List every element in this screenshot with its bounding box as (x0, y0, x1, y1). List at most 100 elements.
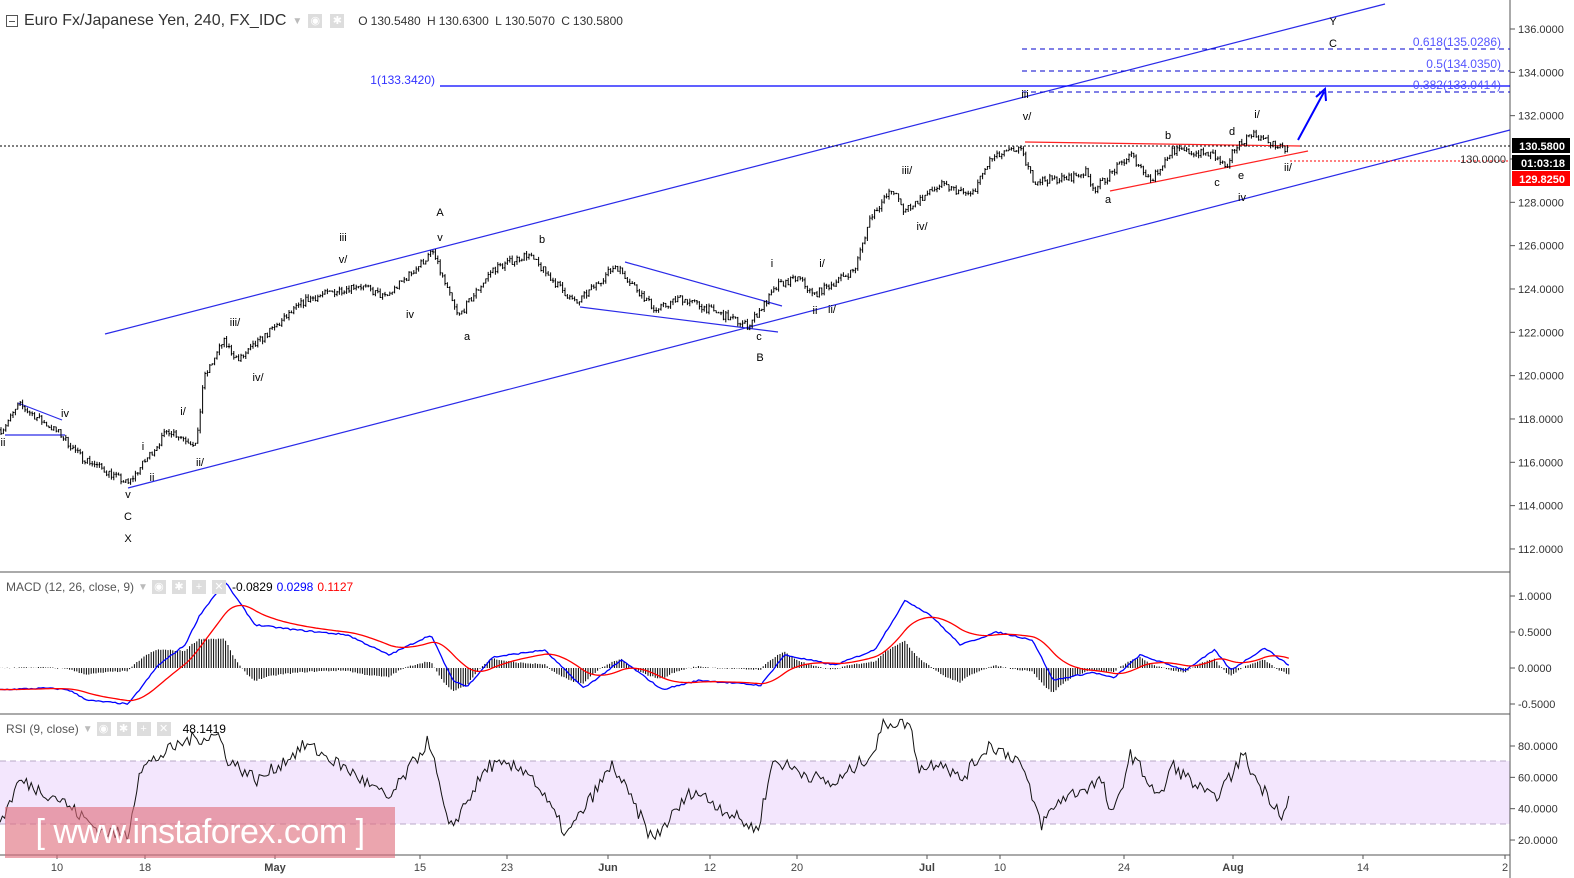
chevron-down-icon[interactable]: ▼ (138, 581, 148, 593)
price-bar (1094, 186, 1097, 194)
price-bar (864, 236, 866, 245)
price-bar (156, 446, 158, 452)
collapse-icon[interactable] (6, 15, 18, 27)
price-bar (616, 265, 619, 272)
price-bar (950, 186, 953, 191)
price-bar (192, 441, 194, 448)
price-bar (1089, 173, 1092, 187)
price-bar (369, 284, 372, 292)
time-tick-label: 10 (994, 862, 1006, 874)
price-bar (609, 268, 612, 274)
price-bar (321, 291, 324, 298)
price-bar (1272, 140, 1274, 148)
close-icon[interactable]: ✕ (211, 580, 226, 594)
eye-icon[interactable]: ◉ (96, 722, 111, 736)
price-bar (7, 419, 10, 427)
price-tick-label: 122.0000 (1518, 327, 1564, 339)
price-bar (624, 270, 626, 280)
price-bar (16, 402, 19, 410)
chevron-down-icon[interactable]: ▼ (82, 723, 93, 735)
price-bar (1176, 146, 1178, 156)
price-bar (825, 283, 828, 289)
price-bar (124, 479, 127, 484)
price-bar (972, 188, 974, 195)
wave-label: iv (61, 408, 69, 420)
price-bar (559, 280, 562, 287)
chevron-down-icon[interactable]: ▼ (292, 15, 303, 27)
price-bar (969, 191, 972, 197)
price-bar (832, 282, 835, 287)
price-bar (1286, 145, 1289, 153)
price-bar (307, 294, 310, 303)
price-bar (1243, 143, 1246, 146)
price-bar (847, 273, 850, 280)
price-bar (21, 399, 24, 410)
price-bar (297, 302, 300, 308)
price-bar (1156, 169, 1159, 176)
price-bar (1128, 153, 1130, 163)
price-bar (55, 426, 58, 433)
price-bar (184, 436, 187, 445)
price-bar (196, 427, 199, 444)
price-bar (43, 419, 46, 424)
price-bar (592, 284, 595, 289)
price-bar (273, 324, 276, 331)
high-value: 130.6300 (438, 14, 489, 28)
wave-label: X (124, 533, 132, 545)
price-bar (861, 242, 864, 253)
wave-label: iv/ (253, 372, 265, 384)
price-bar (823, 282, 826, 296)
price-tick-label: 134.0000 (1518, 67, 1564, 79)
price-bar (964, 191, 967, 196)
price-bar (979, 175, 982, 185)
price-bar (105, 470, 108, 477)
price-bar (1228, 158, 1231, 169)
price-bar (1068, 172, 1070, 181)
price-bar (852, 268, 854, 273)
price-bar (1188, 148, 1190, 155)
price-bar (547, 271, 550, 276)
price-bar (777, 278, 780, 292)
eye-icon[interactable]: ◉ (151, 580, 166, 594)
price-bar (532, 254, 535, 260)
gear-icon[interactable]: ✱ (116, 722, 131, 736)
price-bar (854, 267, 857, 274)
price-bar (924, 194, 926, 201)
price-bar (799, 276, 802, 281)
price-bar (316, 294, 319, 303)
symbol-title[interactable]: Euro Fx/Japanese Yen, 240, FX_IDC (24, 12, 287, 29)
wave-label: a (1105, 194, 1112, 206)
price-bar (607, 266, 610, 277)
gear-icon[interactable]: ✱ (330, 14, 345, 28)
price-bar (472, 292, 475, 302)
price-bar (403, 276, 406, 284)
price-bar (530, 252, 533, 257)
price-bar (571, 294, 574, 300)
price-bar (604, 272, 607, 284)
axes: 136.0000 134.0000 132.0000 130.0000 128.0000… (51, 24, 1570, 874)
price-bar (648, 295, 650, 302)
close-icon[interactable]: ✕ (156, 722, 171, 736)
price-bar (242, 354, 245, 359)
channel-upper-line (104, 3, 1386, 335)
plus-icon[interactable]: + (191, 580, 206, 594)
eye-icon[interactable]: ◉ (308, 14, 323, 28)
plus-icon[interactable]: + (136, 722, 151, 736)
price-bar (259, 335, 262, 342)
macd-title[interactable]: MACD (12, 26, close, 9) (6, 580, 135, 594)
price-bar (727, 309, 730, 321)
wave-label: c (756, 331, 762, 343)
rsi-title[interactable]: RSI (9, close) (6, 722, 79, 736)
wave-label: iii (1021, 89, 1028, 101)
price-bar (172, 429, 175, 437)
price-bar (424, 260, 427, 265)
price-bar (36, 416, 38, 422)
price-bar (420, 259, 422, 268)
price-bar (1063, 174, 1066, 181)
instaforex-watermark: [ www.instaforex.com ] (5, 807, 395, 858)
gear-icon[interactable]: ✱ (171, 580, 186, 594)
price-bar (506, 257, 509, 265)
price-bar (676, 295, 679, 303)
low-value: 130.5070 (504, 14, 555, 28)
